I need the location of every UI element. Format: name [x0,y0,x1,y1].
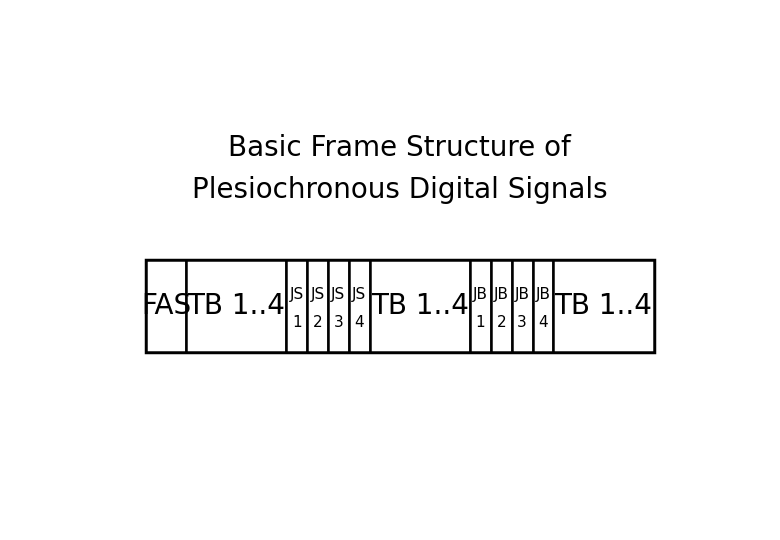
Bar [491,260,512,352]
Text: 2: 2 [496,315,506,330]
Text: JS: JS [289,287,303,301]
Bar [286,260,307,352]
Text: TB 1..4: TB 1..4 [187,292,285,320]
Bar [553,260,654,352]
Bar [146,260,654,352]
Text: 3: 3 [334,315,343,330]
Text: Plesiochronous Digital Signals: Plesiochronous Digital Signals [192,176,608,204]
Bar [186,260,286,352]
Text: JB: JB [494,287,509,301]
Bar [470,260,491,352]
Text: FAS: FAS [141,292,191,320]
Text: 4: 4 [354,315,364,330]
Bar [533,260,553,352]
Bar [512,260,533,352]
Text: TB 1..4: TB 1..4 [370,292,469,320]
Bar [349,260,370,352]
Text: JS: JS [352,287,367,301]
Text: JS: JS [332,287,346,301]
Text: Basic Frame Structure of: Basic Frame Structure of [229,134,571,162]
Text: 3: 3 [517,315,527,330]
Text: 1: 1 [476,315,485,330]
Text: JS: JS [310,287,324,301]
Bar [146,260,186,352]
Text: TB 1..4: TB 1..4 [555,292,652,320]
Bar [328,260,349,352]
Bar [307,260,328,352]
Bar [370,260,470,352]
Text: JB: JB [535,287,551,301]
Text: JB: JB [473,287,488,301]
Text: 2: 2 [313,315,322,330]
Text: 4: 4 [538,315,548,330]
Text: JB: JB [515,287,530,301]
Text: 1: 1 [292,315,302,330]
